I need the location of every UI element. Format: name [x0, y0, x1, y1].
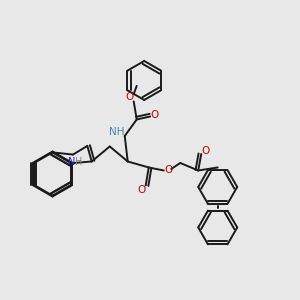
Text: NH: NH: [110, 128, 125, 137]
Text: O: O: [202, 146, 210, 156]
Text: H: H: [75, 157, 82, 167]
Text: N: N: [68, 157, 75, 167]
Text: O: O: [151, 110, 159, 120]
Text: O: O: [137, 185, 146, 195]
Text: O: O: [164, 166, 172, 176]
Text: O: O: [125, 92, 134, 102]
